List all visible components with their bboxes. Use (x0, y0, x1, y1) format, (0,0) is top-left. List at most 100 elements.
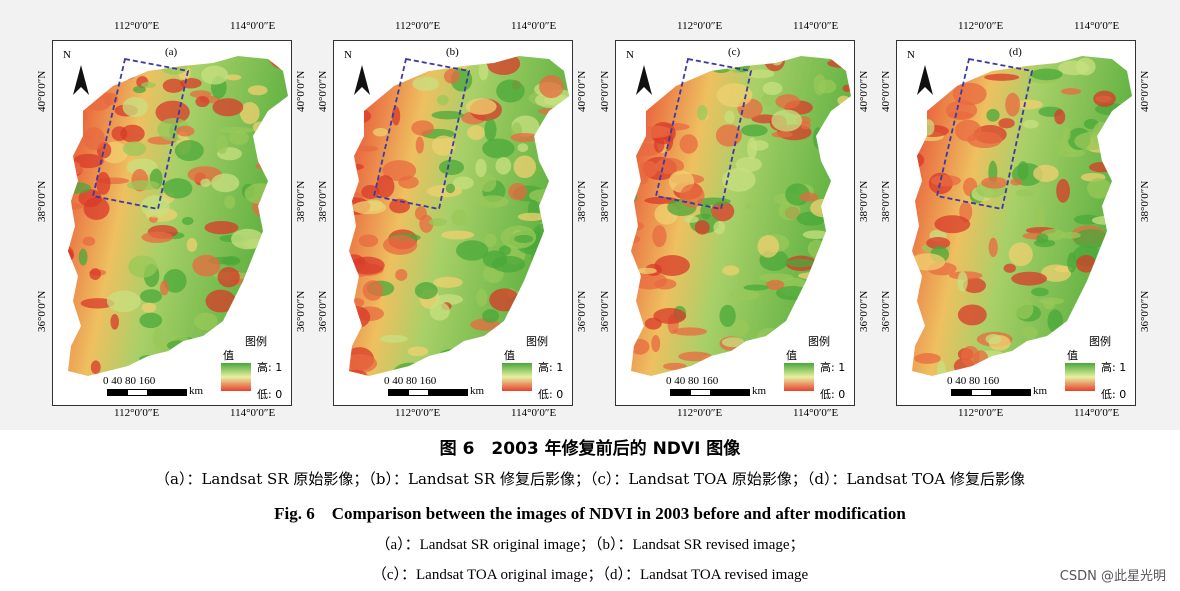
legend-color-ramp (502, 363, 532, 391)
lon-tick-top-left: 112°0′0″E (677, 20, 723, 32)
caption-en-subtitle-2: （c）：Landsat TOA original image；（d）：Lands… (371, 567, 809, 583)
lon-tick-bottom-left: 112°0′0″E (395, 407, 441, 419)
panel-label: (b) (446, 46, 459, 58)
map-panel: N (d) 图例值高: 1 低: 0 0 40 80 160 km (896, 40, 1136, 406)
lon-tick-top-left: 112°0′0″E (114, 20, 160, 32)
legend-low: 低: 0 (538, 388, 564, 401)
legend-title: 图例 (245, 335, 267, 348)
ndvi-map (631, 56, 851, 376)
lat-tick-left: 38°0′0″N (880, 180, 892, 222)
map-panel: N (b) 图例值高: 1 低: 0 0 40 80 160 km (333, 40, 573, 406)
lon-tick-bottom-left: 112°0′0″E (677, 407, 723, 419)
north-arrow-icon (917, 65, 933, 95)
lat-tick-right: 36°0′0″N (1139, 290, 1151, 332)
scale-bar (388, 389, 468, 396)
lat-tick-left: 38°0′0″N (317, 180, 329, 222)
lon-tick-top-right: 114°0′0″E (793, 20, 839, 32)
legend-value-label: 值 (786, 349, 797, 362)
north-label: N (344, 49, 352, 61)
lat-tick-right: 36°0′0″N (858, 290, 870, 332)
legend-color-ramp (1065, 363, 1095, 391)
north-arrow-icon (636, 65, 652, 95)
legend-title: 图例 (808, 335, 830, 348)
lat-tick-right: 38°0′0″N (858, 180, 870, 222)
legend-color-ramp (784, 363, 814, 391)
lat-tick-right: 36°0′0″N (295, 290, 307, 332)
scale-unit: km (752, 385, 767, 397)
caption-cn-title: 图 6 2003 年修复前后的 NDVI 图像 (439, 439, 741, 459)
north-label: N (63, 49, 71, 61)
lat-tick-right: 38°0′0″N (1139, 180, 1151, 222)
ndvi-map (68, 56, 288, 376)
legend-color-ramp (221, 363, 251, 391)
legend-low: 低: 0 (1101, 388, 1127, 401)
lat-tick-right: 40°0′0″N (858, 70, 870, 112)
lat-tick-left: 36°0′0″N (36, 290, 48, 332)
lat-tick-right: 38°0′0″N (295, 180, 307, 222)
north-arrow-icon (73, 65, 89, 95)
lon-tick-bottom-right: 114°0′0″E (511, 407, 557, 419)
north-arrow-icon (354, 65, 370, 95)
lat-tick-right: 40°0′0″N (1139, 70, 1151, 112)
lat-tick-left: 36°0′0″N (599, 290, 611, 332)
lat-tick-left: 36°0′0″N (880, 290, 892, 332)
legend-high: 高: 1 (1101, 361, 1127, 374)
caption-en-title: Fig. 6 Comparison between the images of … (274, 504, 906, 523)
lon-tick-bottom-right: 114°0′0″E (230, 407, 276, 419)
lon-tick-top-right: 114°0′0″E (230, 20, 276, 32)
lat-tick-left: 40°0′0″N (599, 70, 611, 112)
legend-title: 图例 (526, 335, 548, 348)
lon-tick-bottom-right: 114°0′0″E (1074, 407, 1120, 419)
legend-low: 低: 0 (820, 388, 846, 401)
lon-tick-top-right: 114°0′0″E (1074, 20, 1120, 32)
lon-tick-top-left: 112°0′0″E (395, 20, 441, 32)
lat-tick-right: 36°0′0″N (576, 290, 588, 332)
legend-value-label: 值 (1067, 349, 1078, 362)
panel-label: (c) (728, 46, 741, 58)
lat-tick-left: 40°0′0″N (880, 70, 892, 112)
scale-ticks: 0 40 80 160 (947, 375, 1000, 387)
study-area-box (372, 57, 471, 211)
caption-en-subtitle-1: （a）：Landsat SR original image；（b）：Landsa… (375, 537, 805, 553)
map-panel: N (c) 图例值高: 1 低: 0 0 40 80 160 km (615, 40, 855, 406)
study-area-box (935, 57, 1034, 211)
map-panel: N (a) 图例值高: 1 低: 0 0 40 80 160 km (52, 40, 292, 406)
lon-tick-bottom-left: 112°0′0″E (958, 407, 1004, 419)
watermark: CSDN @此星光明 (1059, 569, 1166, 584)
scale-ticks: 0 40 80 160 (384, 375, 437, 387)
lon-tick-bottom-right: 114°0′0″E (793, 407, 839, 419)
lat-tick-left: 40°0′0″N (317, 70, 329, 112)
scale-ticks: 0 40 80 160 (666, 375, 719, 387)
scale-unit: km (470, 385, 485, 397)
lat-tick-right: 40°0′0″N (295, 70, 307, 112)
lat-tick-left: 38°0′0″N (36, 180, 48, 222)
ndvi-map (912, 56, 1132, 376)
legend-high: 高: 1 (257, 361, 283, 374)
scale-bar (951, 389, 1031, 396)
lat-tick-right: 38°0′0″N (576, 180, 588, 222)
legend-high: 高: 1 (820, 361, 846, 374)
scale-bar (107, 389, 187, 396)
legend-high: 高: 1 (538, 361, 564, 374)
caption-cn-subtitle: （a）：Landsat SR 原始影像；（b）：Landsat SR 修复后影像… (155, 470, 1025, 488)
study-area-box (91, 57, 190, 211)
lat-tick-left: 38°0′0″N (599, 180, 611, 222)
panel-label: (a) (165, 46, 178, 58)
figure-panels: 112°0′0″E 114°0′0″E 112°0′0″E 114°0′0″E 40°0… (0, 0, 1180, 430)
ndvi-map (349, 56, 569, 376)
legend-value-label: 值 (223, 349, 234, 362)
north-label: N (907, 49, 915, 61)
panel-label: (d) (1009, 46, 1022, 58)
scale-bar (670, 389, 750, 396)
lon-tick-top-right: 114°0′0″E (511, 20, 557, 32)
scale-unit: km (189, 385, 204, 397)
lat-tick-left: 40°0′0″N (36, 70, 48, 112)
legend-title: 图例 (1089, 335, 1111, 348)
lat-tick-right: 40°0′0″N (576, 70, 588, 112)
lat-tick-left: 36°0′0″N (317, 290, 329, 332)
legend-value-label: 值 (504, 349, 515, 362)
scale-ticks: 0 40 80 160 (103, 375, 156, 387)
north-label: N (626, 49, 634, 61)
scale-unit: km (1033, 385, 1048, 397)
legend-low: 低: 0 (257, 388, 283, 401)
